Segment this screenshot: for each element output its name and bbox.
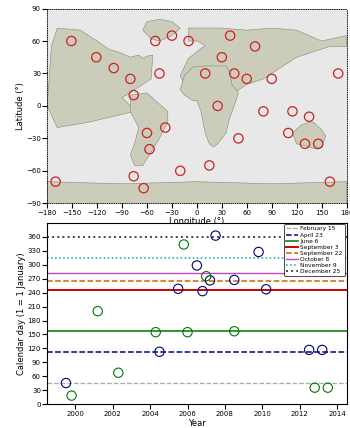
- Polygon shape: [293, 122, 326, 149]
- Polygon shape: [180, 28, 346, 106]
- Legend: February 15, April 23, June 6, September 3, September 22, October 8, November 9,: February 15, April 23, June 6, September…: [285, 224, 345, 276]
- Point: [141, 185, 147, 192]
- Point: [312, 384, 317, 391]
- Point: [315, 140, 321, 147]
- Point: [236, 135, 241, 142]
- Point: [202, 70, 208, 77]
- Point: [203, 273, 209, 279]
- Point: [260, 108, 266, 115]
- Y-axis label: Latitude (°): Latitude (°): [16, 82, 25, 130]
- Point: [206, 162, 212, 169]
- Point: [231, 276, 237, 283]
- Point: [200, 288, 205, 294]
- Polygon shape: [47, 28, 153, 128]
- Point: [186, 38, 191, 45]
- Polygon shape: [47, 181, 346, 203]
- Point: [215, 103, 220, 110]
- Point: [325, 384, 331, 391]
- Point: [327, 178, 332, 185]
- Point: [290, 108, 295, 115]
- Point: [93, 54, 99, 61]
- Point: [306, 347, 312, 354]
- Point: [231, 328, 237, 335]
- Point: [162, 124, 168, 131]
- X-axis label: Longitude (°): Longitude (°): [169, 217, 224, 226]
- Polygon shape: [130, 93, 168, 166]
- Point: [269, 75, 274, 82]
- Point: [116, 369, 121, 376]
- Point: [335, 70, 341, 77]
- Point: [144, 130, 150, 137]
- Polygon shape: [143, 19, 180, 41]
- Point: [127, 75, 133, 82]
- Point: [111, 65, 117, 71]
- X-axis label: Year: Year: [188, 419, 206, 428]
- Point: [263, 286, 269, 293]
- Point: [320, 347, 325, 354]
- Point: [69, 392, 74, 399]
- Point: [153, 38, 158, 45]
- Point: [207, 277, 213, 284]
- Point: [194, 262, 199, 269]
- Point: [244, 75, 250, 82]
- Point: [286, 130, 291, 137]
- Point: [177, 167, 183, 174]
- Point: [306, 113, 312, 120]
- Point: [95, 308, 100, 315]
- Point: [231, 70, 237, 77]
- Point: [157, 70, 162, 77]
- Point: [153, 329, 159, 336]
- Polygon shape: [180, 66, 238, 147]
- Point: [219, 54, 225, 61]
- Point: [147, 146, 152, 153]
- Point: [157, 348, 162, 355]
- Point: [131, 173, 136, 180]
- Point: [228, 32, 233, 39]
- Point: [63, 380, 69, 386]
- Point: [213, 232, 218, 239]
- Point: [53, 178, 58, 185]
- Point: [185, 329, 190, 336]
- Point: [252, 43, 258, 50]
- Point: [302, 140, 308, 147]
- Point: [256, 249, 261, 256]
- Point: [169, 32, 175, 39]
- Point: [131, 92, 136, 98]
- Point: [175, 285, 181, 292]
- Point: [181, 241, 187, 248]
- Point: [69, 38, 74, 45]
- Y-axis label: Calendar day (1 = 1 January): Calendar day (1 = 1 January): [17, 252, 26, 375]
